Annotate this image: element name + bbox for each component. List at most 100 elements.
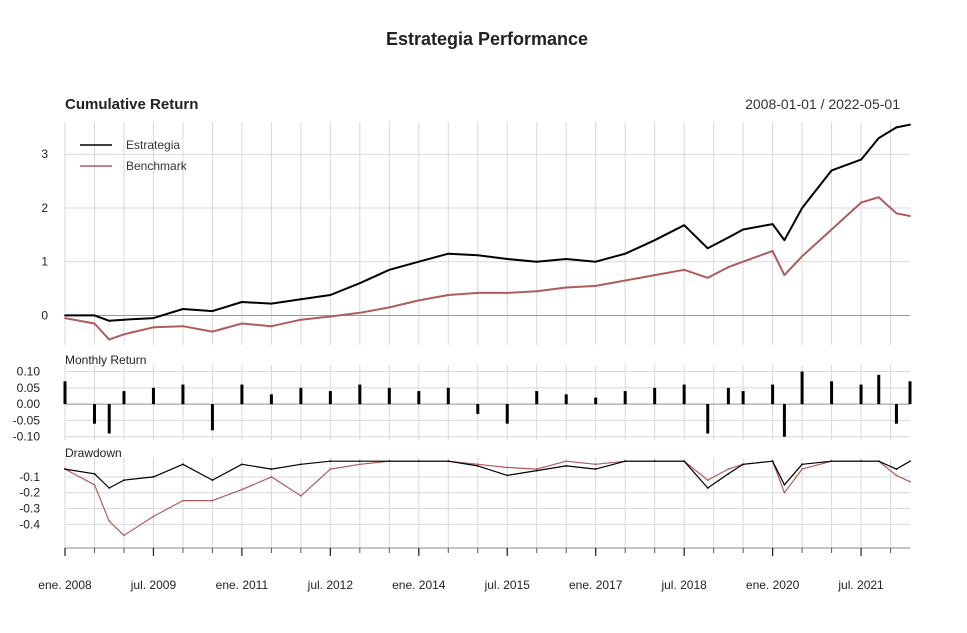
x-tick-label: jul. 2009 xyxy=(130,578,177,592)
return-bar xyxy=(682,384,686,405)
y-tick-label: 0.10 xyxy=(17,365,41,379)
data-point-benchmark xyxy=(241,322,243,325)
data-point-estrategia xyxy=(727,236,730,239)
return-bar xyxy=(92,404,96,424)
data-point-benchmark xyxy=(535,290,538,293)
return-bar xyxy=(741,391,745,405)
data-point-estrategia xyxy=(594,468,597,470)
return-bar xyxy=(726,387,730,405)
x-tick-label: ene. 2011 xyxy=(216,578,269,592)
y-tick-label: 0.05 xyxy=(17,381,41,395)
data-point-benchmark xyxy=(108,338,111,341)
return-bar xyxy=(387,387,391,405)
data-point-benchmark xyxy=(909,215,911,217)
data-point-benchmark xyxy=(93,483,96,486)
panel-label: Monthly Return xyxy=(65,353,146,367)
return-bar xyxy=(107,404,111,434)
data-point-benchmark xyxy=(535,468,538,470)
series-line-benchmark xyxy=(64,196,911,341)
return-bar xyxy=(564,394,568,405)
data-point-estrategia xyxy=(706,247,709,250)
data-point-estrategia xyxy=(594,260,597,263)
data-point-estrategia xyxy=(358,460,361,463)
data-point-estrategia xyxy=(64,314,66,317)
data-point-estrategia xyxy=(64,468,66,470)
data-point-estrategia xyxy=(417,460,420,463)
return-bar xyxy=(417,391,421,405)
data-point-estrategia xyxy=(860,158,862,161)
data-point-estrategia xyxy=(727,472,730,475)
legend: Estrategia Benchmark xyxy=(80,138,188,173)
data-point-estrategia xyxy=(653,460,656,463)
data-point-estrategia xyxy=(895,468,898,470)
return-bar xyxy=(877,374,881,405)
y-tick-label: 0.00 xyxy=(17,397,41,411)
data-point-estrategia xyxy=(830,169,833,172)
return-bar xyxy=(706,404,710,434)
data-point-estrategia xyxy=(783,483,786,486)
return-bar xyxy=(594,397,598,405)
series-line-estrategia xyxy=(64,460,911,489)
x-tick-label: jul. 2021 xyxy=(837,578,884,592)
data-point-benchmark xyxy=(683,268,686,271)
data-point-benchmark xyxy=(211,330,214,333)
y-tick-label: 2 xyxy=(41,201,48,215)
data-point-estrategia xyxy=(506,474,509,477)
data-point-benchmark xyxy=(329,315,332,318)
return-bar xyxy=(210,404,214,431)
data-point-estrategia xyxy=(270,302,273,305)
data-point-benchmark xyxy=(211,499,214,502)
data-point-benchmark xyxy=(64,317,66,320)
data-point-benchmark xyxy=(653,274,656,277)
data-point-estrategia xyxy=(771,460,774,463)
return-bar xyxy=(63,381,67,405)
y-tick-label: 1 xyxy=(41,255,48,269)
x-tick-label: ene. 2020 xyxy=(746,578,800,592)
y-tick-label: -0.4 xyxy=(19,517,40,531)
data-point-benchmark xyxy=(877,196,880,199)
y-tick-label: -0.1 xyxy=(19,470,40,484)
data-point-benchmark xyxy=(299,494,302,497)
data-point-benchmark xyxy=(860,201,862,204)
return-bar xyxy=(830,381,834,405)
data-point-estrategia xyxy=(535,260,538,263)
return-bar xyxy=(800,371,804,405)
data-point-benchmark xyxy=(182,499,184,502)
data-point-benchmark xyxy=(594,463,597,466)
data-point-estrategia xyxy=(506,258,509,260)
legend-label-estrategia: Estrategia xyxy=(126,138,180,152)
data-point-estrategia xyxy=(909,123,911,126)
data-point-benchmark xyxy=(565,460,568,463)
data-point-estrategia xyxy=(211,479,214,482)
data-point-estrategia xyxy=(108,319,111,322)
x-tick-label: jul. 2015 xyxy=(484,578,531,592)
data-point-estrategia xyxy=(535,469,538,472)
data-point-benchmark xyxy=(476,291,479,294)
y-tick-label: 3 xyxy=(41,147,48,161)
return-bar xyxy=(151,387,155,405)
data-point-estrategia xyxy=(241,463,243,466)
data-point-benchmark xyxy=(727,266,730,268)
data-point-estrategia xyxy=(877,137,880,140)
data-point-estrategia xyxy=(783,239,786,242)
data-point-benchmark xyxy=(727,468,730,470)
return-bar xyxy=(771,384,775,405)
data-point-estrategia xyxy=(241,301,243,303)
x-tick-label: ene. 2017 xyxy=(569,578,623,592)
return-bar xyxy=(505,404,509,424)
panels-layer: 0 1 2 3 0.10 0.05 0.00 -0.05 -0.10 Monthly Return… xyxy=(13,123,912,537)
data-point-estrategia xyxy=(909,460,911,463)
data-point-benchmark xyxy=(506,291,509,294)
data-point-estrategia xyxy=(182,308,184,310)
data-point-benchmark xyxy=(830,228,833,231)
data-point-estrategia xyxy=(388,460,391,463)
data-point-benchmark xyxy=(783,274,786,277)
data-point-benchmark xyxy=(624,279,627,282)
return-bar xyxy=(269,394,273,405)
data-point-benchmark xyxy=(270,325,273,328)
data-point-estrategia xyxy=(565,258,568,260)
y-tick-label: 0 xyxy=(41,308,48,322)
data-point-estrategia xyxy=(299,298,302,301)
data-point-benchmark xyxy=(123,333,125,336)
data-point-estrategia xyxy=(182,463,184,466)
